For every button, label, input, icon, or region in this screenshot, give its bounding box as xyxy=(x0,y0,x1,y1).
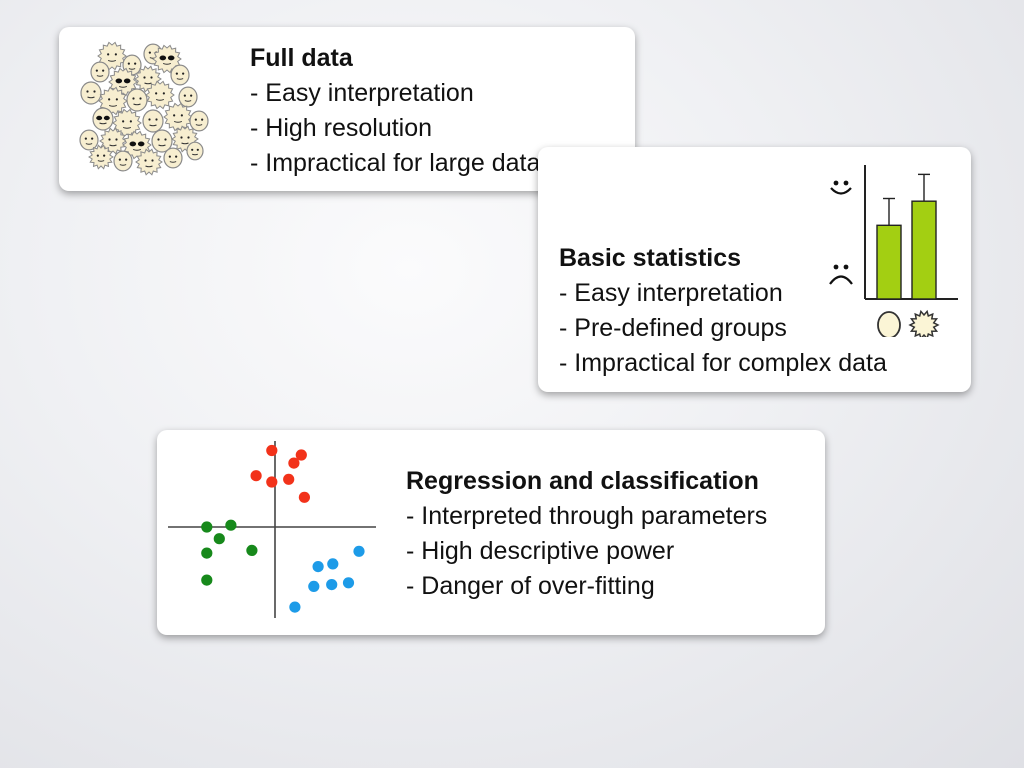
scatter-point xyxy=(201,574,213,586)
scatter-point xyxy=(312,561,324,573)
bar xyxy=(876,224,902,300)
spiky-face-icon xyxy=(908,309,940,337)
basic-statistics-line: - Easy interpretation xyxy=(559,279,783,307)
scatter-point xyxy=(266,476,278,488)
scatter-point xyxy=(353,545,365,557)
basic-statistics-line: - Pre-defined groups xyxy=(559,314,787,342)
smiley-face-icon xyxy=(830,180,852,195)
face-icon xyxy=(135,148,163,176)
scatter-point xyxy=(201,521,213,533)
face-icon xyxy=(145,80,175,110)
face-icon xyxy=(80,81,102,105)
scatter-point xyxy=(246,544,258,556)
face-icon xyxy=(178,86,198,108)
regression-line: - Interpreted through parameters xyxy=(406,502,768,530)
basic-statistics-card: Basic statistics - Easy interpretation -… xyxy=(538,147,971,392)
scatter-plot xyxy=(168,441,376,618)
face-icon xyxy=(99,127,127,155)
scatter-point xyxy=(295,449,307,461)
face-icon xyxy=(189,110,209,132)
scatter-point xyxy=(201,547,213,559)
bar-chart xyxy=(829,165,958,337)
face-icon xyxy=(97,41,127,71)
face-icon xyxy=(126,88,148,112)
scatter-point xyxy=(283,473,295,485)
bar xyxy=(911,200,937,300)
full-data-line: - Easy interpretation xyxy=(250,79,474,107)
scatter-point xyxy=(213,533,225,545)
face-icon xyxy=(90,61,110,83)
face-icon xyxy=(170,64,190,86)
scatter-point xyxy=(326,579,338,591)
face-icon xyxy=(88,144,114,170)
full-data-line: - Impractical for large datasets xyxy=(250,149,587,177)
face-icon xyxy=(92,107,114,131)
full-data-card: Full data - Easy interpretation - High r… xyxy=(59,27,635,191)
full-data-title: Full data xyxy=(250,44,353,72)
face-icon xyxy=(98,86,128,116)
scatter-point xyxy=(308,580,320,592)
regression-line: - High descriptive power xyxy=(406,537,675,565)
error-bar xyxy=(918,173,930,202)
error-bar xyxy=(883,197,895,226)
frowny-face-icon xyxy=(829,264,853,285)
face-icon xyxy=(79,129,99,151)
face-icon xyxy=(151,129,173,153)
full-data-text: Full data - Easy interpretation - High r… xyxy=(250,41,586,181)
scatter-point xyxy=(266,444,278,457)
regression-title: Regression and classification xyxy=(406,467,759,495)
face-icon xyxy=(186,141,204,161)
scatter-point xyxy=(225,519,237,531)
face-icon xyxy=(113,150,133,172)
round-face-icon xyxy=(877,311,901,337)
face-crowd-icon xyxy=(79,41,209,176)
full-data-line: - High resolution xyxy=(250,114,433,142)
basic-statistics-line: - Impractical for complex data xyxy=(559,349,887,377)
scatter-point xyxy=(250,470,262,482)
regression-text: Regression and classification - Interpre… xyxy=(406,464,767,604)
basic-statistics-title: Basic statistics xyxy=(559,244,742,272)
scatter-point xyxy=(327,558,339,570)
face-icon xyxy=(163,102,193,132)
face-icon xyxy=(142,109,164,133)
regression-line: - Danger of over-fitting xyxy=(406,572,655,600)
scatter-point xyxy=(298,491,310,503)
scatter-point xyxy=(288,457,300,469)
scatter-point xyxy=(342,577,355,589)
scatter-point xyxy=(289,601,301,613)
face-icon xyxy=(163,147,183,169)
basic-statistics-text: Basic statistics - Easy interpretation -… xyxy=(559,241,887,381)
regression-classification-card: Regression and classification - Interpre… xyxy=(157,430,825,635)
